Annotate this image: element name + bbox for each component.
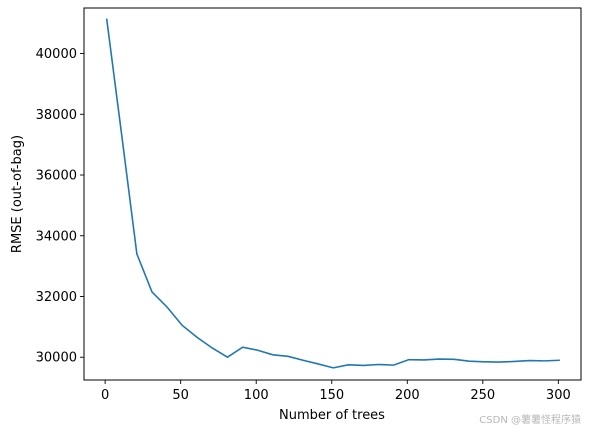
y-axis-ticks: 30000 32000 34000 36000 38000 40000 [36, 47, 84, 366]
y-tick-label: 36000 [36, 169, 77, 184]
x-tick-label: 200 [395, 388, 420, 403]
x-tick-label: 100 [244, 388, 269, 403]
y-tick-label: 34000 [36, 229, 77, 244]
rmse-series-line [105, 18, 560, 369]
y-axis-label: RMSE (out-of-bag) [10, 135, 25, 253]
y-tick-label: 32000 [36, 290, 77, 305]
x-axis-ticks: 0 50 100 150 200 250 300 [101, 380, 571, 403]
y-tick-label: 30000 [36, 351, 77, 366]
x-tick-label: 150 [319, 388, 344, 403]
x-axis-label: Number of trees [279, 408, 385, 423]
x-tick-label: 300 [546, 388, 571, 403]
x-tick-label: 250 [470, 388, 495, 403]
y-tick-label: 40000 [36, 47, 77, 62]
x-tick-label: 0 [101, 388, 109, 403]
watermark: CSDN @薯薯怪程序猿 [479, 415, 581, 426]
y-tick-label: 38000 [36, 108, 77, 123]
plot-area [83, 7, 582, 381]
x-tick-label: 50 [172, 388, 189, 403]
